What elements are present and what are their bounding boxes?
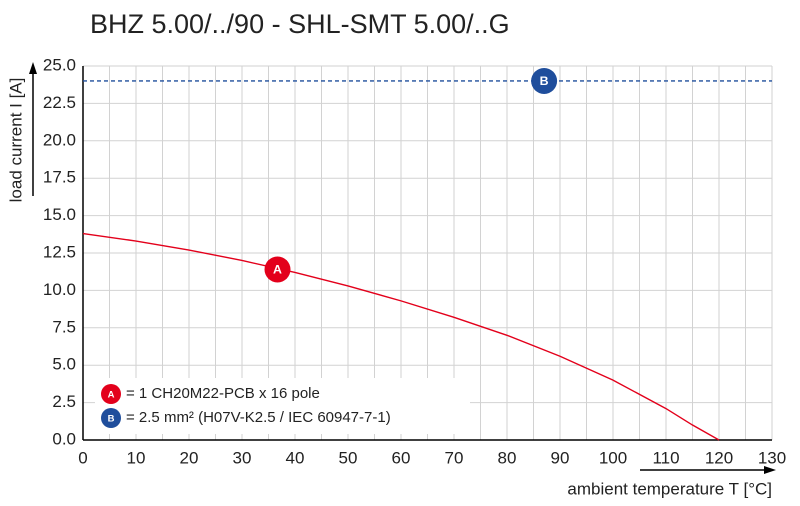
y-tick-label: 5.0 <box>52 355 76 374</box>
y-tick-label: 25.0 <box>43 55 76 74</box>
plot: 0.0 2.5 5.0 7.5 10.0 12.5 15.0 17.5 20.0 22.5 25.0… <box>43 55 786 467</box>
x-tick-label: 0 <box>78 448 87 467</box>
y-tick-label: 12.5 <box>43 242 76 261</box>
x-tick-label: 130 <box>758 448 786 467</box>
legend-badge-label: B <box>108 414 115 425</box>
y-tick-label: 2.5 <box>52 392 76 411</box>
x-tick-label: 40 <box>286 448 305 467</box>
y-label-arrowhead <box>29 62 37 74</box>
x-tick-label: 120 <box>705 448 733 467</box>
legend-badge <box>101 384 121 404</box>
x-tick-label: 100 <box>599 448 627 467</box>
x-tick-label: 70 <box>445 448 464 467</box>
y-tick-label: 15.0 <box>43 205 76 224</box>
x-axis-label: ambient temperature T [°C] <box>567 479 772 498</box>
series-badge <box>264 256 291 283</box>
legend-badge <box>101 408 121 428</box>
x-tick-label: 30 <box>233 448 252 467</box>
x-label-arrowhead <box>764 466 776 474</box>
x-tick-label: 60 <box>392 448 411 467</box>
x-tick-label: 10 <box>127 448 146 467</box>
grid <box>82 65 773 441</box>
series-badge-label: B <box>540 74 549 88</box>
series-badge <box>531 67 558 94</box>
y-tick-label: 17.5 <box>43 168 76 187</box>
y-tick-label: 0.0 <box>52 429 76 448</box>
series-line <box>82 232 720 441</box>
x-tick-label: 20 <box>180 448 199 467</box>
chart-title: BHZ 5.00/../90 - SHL-SMT 5.00/..G <box>90 9 510 39</box>
x-tick-label: 80 <box>498 448 517 467</box>
series-badge-label: A <box>273 263 282 277</box>
x-tick-label: 50 <box>339 448 358 467</box>
legend-label: = 2.5 mm² (H07V-K2.5 / IEC 60947-7-1) <box>126 409 391 426</box>
x-tick-label: 90 <box>551 448 570 467</box>
y-axis-label: load current I [A] <box>6 78 25 203</box>
y-tick-label: 10.0 <box>43 280 76 299</box>
legend-badge-label: A <box>108 390 115 401</box>
legend-label: = 1 CH20M22-PCB x 16 pole <box>126 385 320 402</box>
y-tick-label: 7.5 <box>52 317 76 336</box>
x-tick-label: 110 <box>652 448 679 467</box>
legend-box <box>95 378 470 434</box>
y-tick-label: 22.5 <box>43 93 76 112</box>
y-tick-label: 20.0 <box>43 130 76 149</box>
